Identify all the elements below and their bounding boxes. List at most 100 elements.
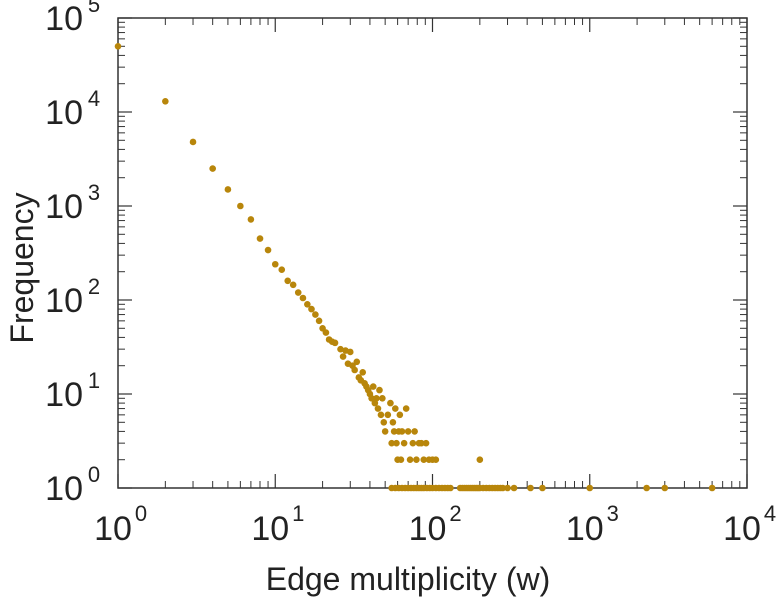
y-tick-label: 10 — [45, 282, 83, 320]
minor-ticks — [118, 18, 747, 488]
x-tick-label-exponent: 2 — [449, 501, 461, 526]
y-tick-label-exponent: 3 — [88, 180, 100, 205]
data-point — [369, 383, 377, 390]
data-point — [397, 456, 405, 464]
data-point — [404, 428, 412, 435]
data-point — [527, 484, 534, 492]
data-point — [264, 246, 272, 254]
x-tick-label: 10 — [251, 510, 289, 548]
data-point — [312, 311, 319, 318]
data-point — [539, 484, 546, 492]
data-point — [384, 411, 392, 419]
data-point — [380, 418, 388, 426]
y-tick-label-exponent: 5 — [88, 0, 100, 17]
y-tick-label: 10 — [45, 0, 83, 38]
y-tick-label: 10 — [45, 94, 83, 132]
data-point — [271, 260, 279, 268]
data-point — [162, 97, 169, 105]
data-point — [353, 358, 361, 366]
data-point — [209, 165, 216, 172]
data-point — [708, 484, 716, 492]
x-tick-label-exponent: 4 — [764, 501, 776, 526]
x-axis-label: Edge multiplicity (w) — [266, 561, 551, 597]
data-point — [308, 305, 315, 313]
data-point — [256, 235, 264, 242]
data-point — [359, 369, 367, 376]
major-ticks — [117, 17, 748, 489]
data-point — [322, 329, 330, 336]
data-point — [400, 439, 408, 447]
data-point — [390, 428, 398, 435]
data-point — [413, 456, 420, 464]
x-tick-label: 10 — [94, 510, 132, 548]
data-point — [389, 418, 397, 426]
data-point — [409, 439, 417, 447]
data-point — [377, 411, 385, 419]
data-point — [387, 399, 394, 407]
x-tick-label-exponent: 3 — [607, 501, 619, 526]
data-point — [331, 339, 339, 347]
data-point — [304, 301, 311, 308]
data-point — [114, 42, 122, 50]
data-point — [402, 405, 410, 412]
data-point — [374, 405, 382, 412]
data-point — [237, 202, 244, 210]
y-tick-label-exponent: 0 — [88, 462, 100, 487]
data-point — [315, 317, 323, 325]
data-point — [337, 345, 344, 353]
x-tick-labels: 10 0 10 1 10 2 10 3 10 4 — [94, 501, 776, 548]
data-point — [339, 353, 347, 360]
data-point — [278, 266, 286, 274]
data-point — [391, 405, 399, 412]
data-point — [476, 456, 484, 464]
data-point — [224, 186, 232, 193]
y-tick-label-exponent: 4 — [88, 86, 100, 111]
data-point — [379, 395, 386, 402]
data-point — [396, 411, 404, 419]
data-point — [376, 386, 383, 394]
data-point — [393, 439, 400, 447]
y-tick-label-exponent: 2 — [88, 274, 100, 299]
data-point — [661, 484, 669, 492]
data-point — [499, 484, 507, 492]
data-point — [586, 484, 594, 492]
data-point — [284, 277, 292, 285]
data-point — [247, 216, 255, 223]
data-point — [381, 428, 389, 435]
data-point — [189, 138, 197, 146]
x-tick-label: 10 — [409, 510, 447, 548]
data-point — [368, 395, 375, 402]
data-point — [398, 428, 406, 435]
x-tick-label-exponent: 1 — [292, 501, 304, 526]
data-point — [418, 439, 425, 447]
y-tick-label: 10 — [45, 188, 83, 226]
data-point — [643, 484, 650, 492]
y-tick-label-exponent: 1 — [88, 368, 100, 393]
y-tick-label: 10 — [45, 376, 83, 414]
data-point — [504, 484, 511, 492]
data-point — [299, 294, 307, 302]
data-point — [432, 456, 440, 464]
data-point — [411, 428, 418, 435]
data-point — [420, 456, 428, 464]
data-point — [422, 439, 430, 447]
plot-frame — [117, 17, 748, 489]
y-axis-label: Frequency — [4, 192, 40, 343]
y-tick-label: 10 — [45, 470, 83, 508]
data-point — [388, 439, 395, 447]
data-point — [294, 289, 302, 296]
data-point — [289, 281, 297, 289]
data-point — [447, 484, 454, 492]
data-point — [346, 348, 354, 356]
data-point — [510, 484, 518, 492]
data-point — [373, 395, 380, 402]
data-points — [114, 42, 716, 492]
x-tick-label: 10 — [723, 510, 761, 548]
data-point — [351, 366, 358, 374]
x-tick-label-exponent: 0 — [135, 501, 147, 526]
data-point — [406, 456, 414, 464]
x-tick-label: 10 — [566, 510, 604, 548]
